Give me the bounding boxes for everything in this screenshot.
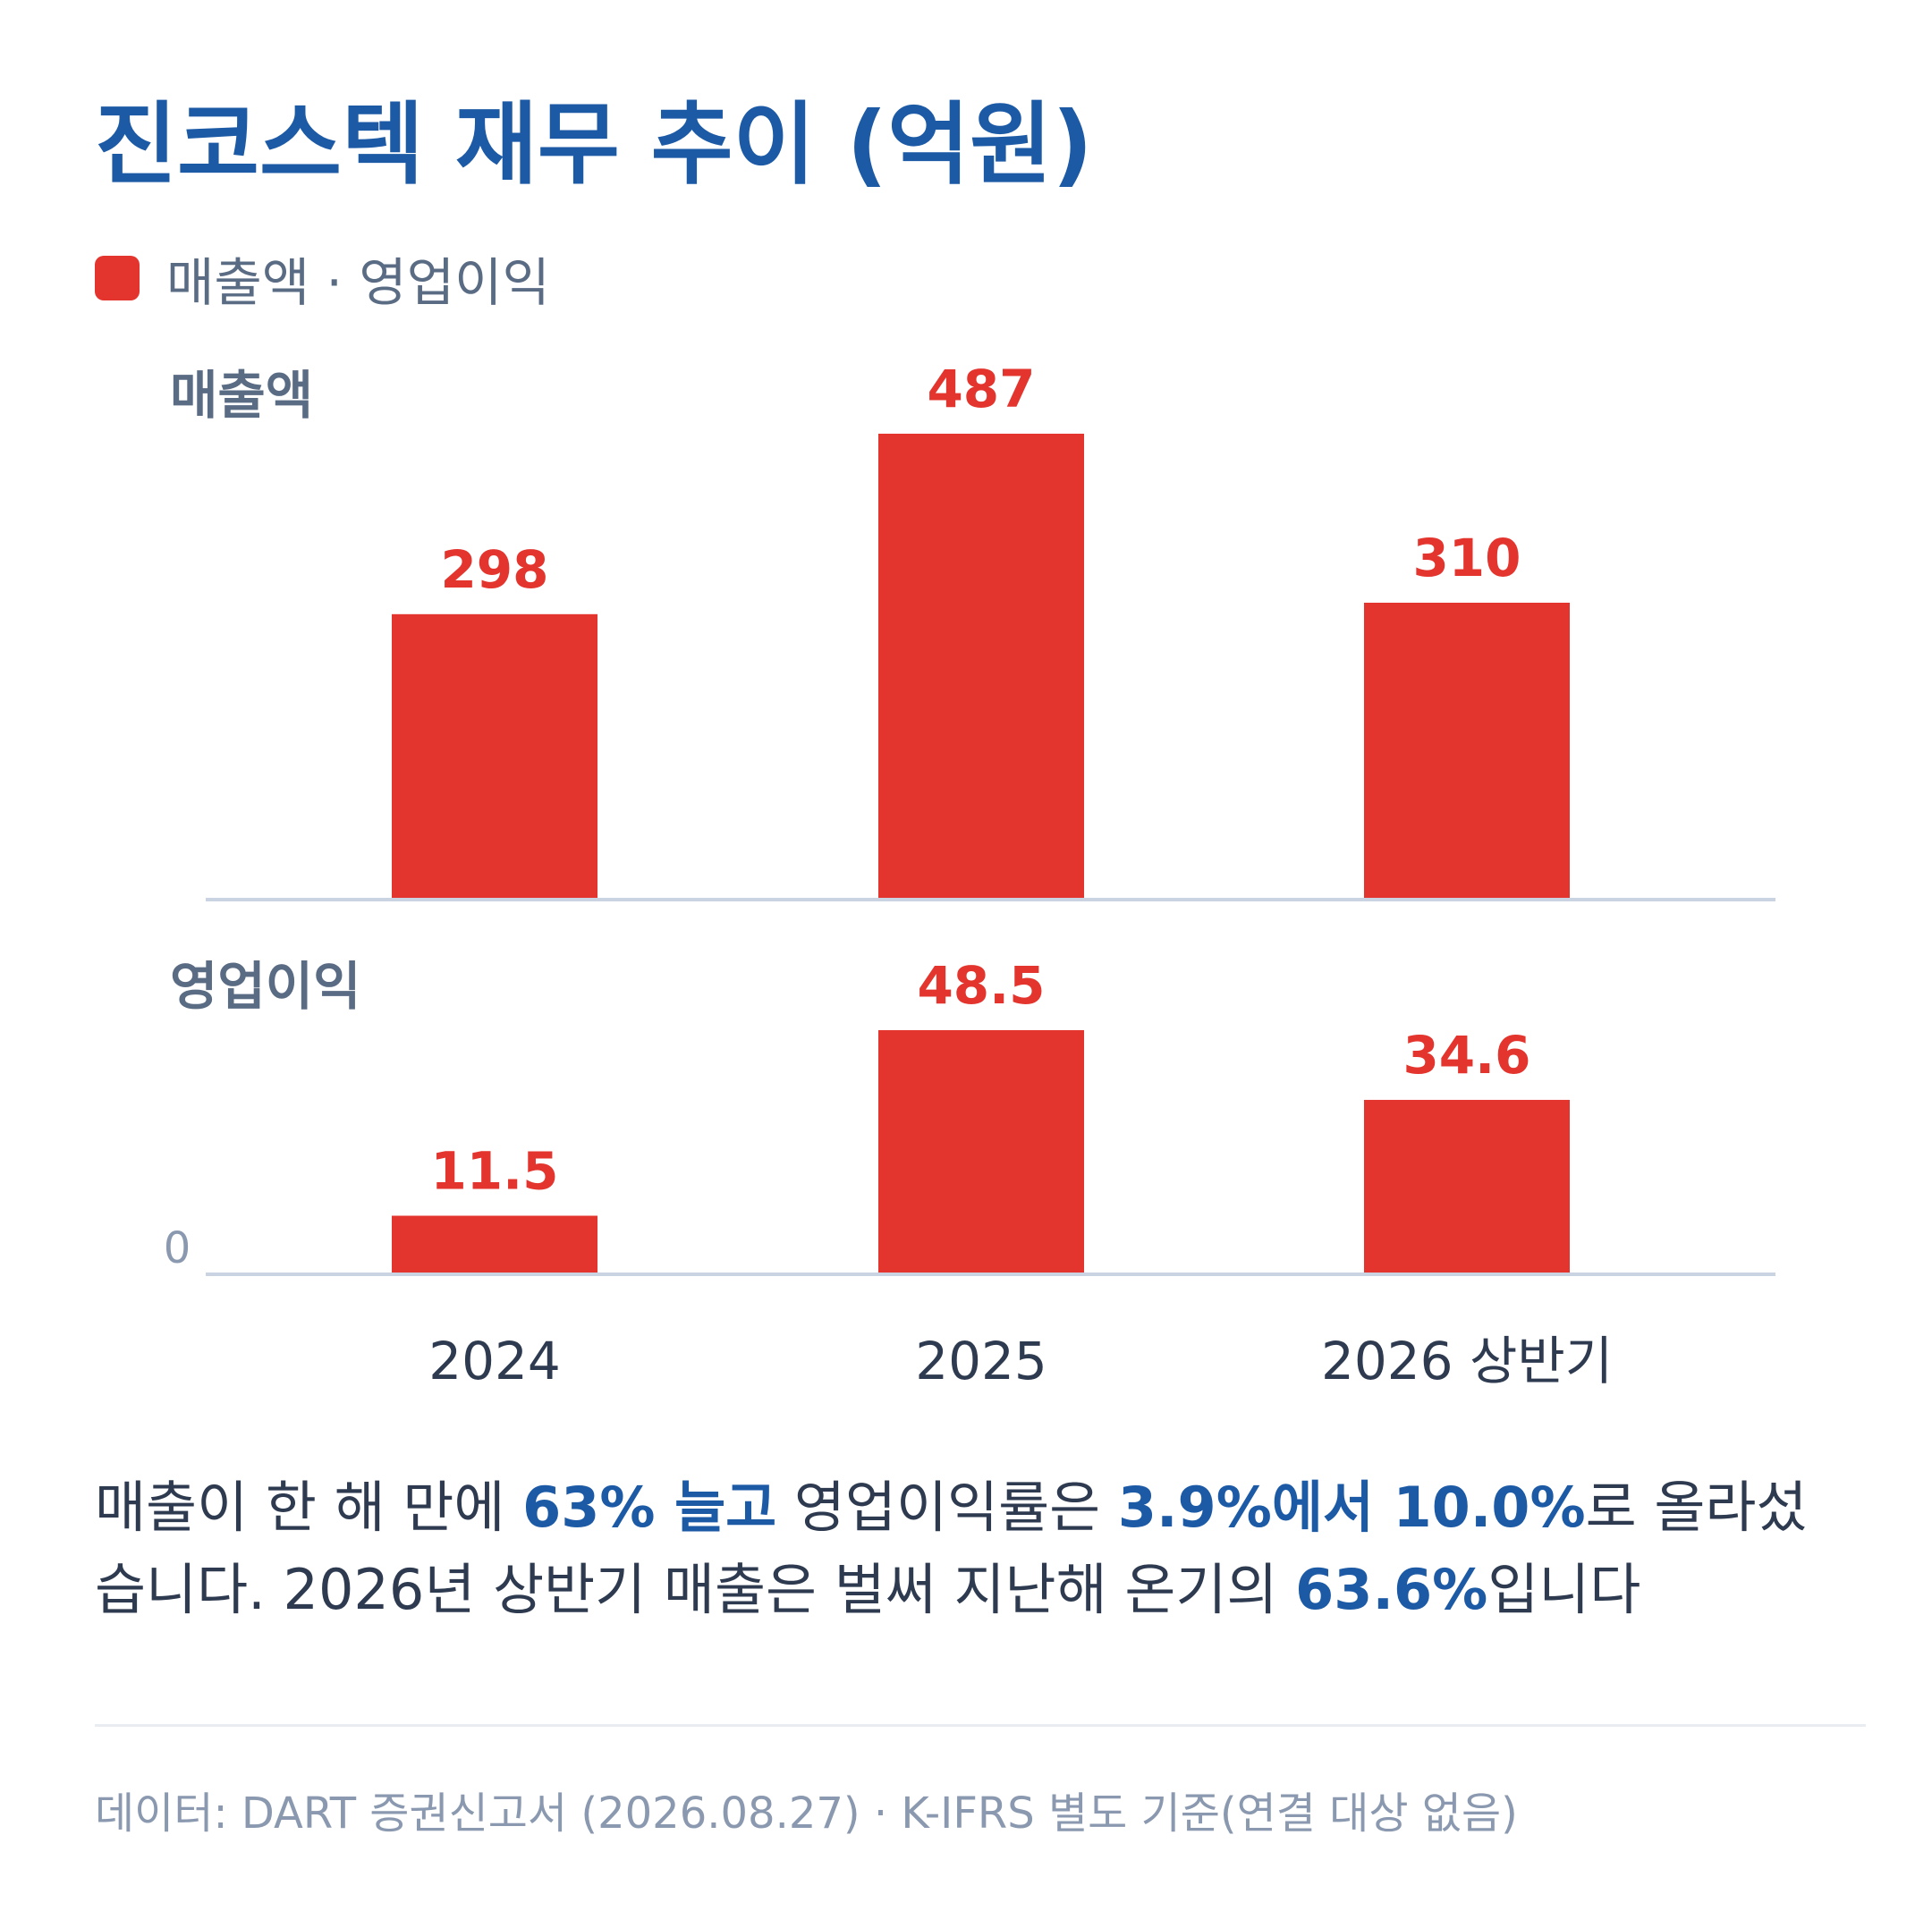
value-label-0-2: 310 <box>1412 528 1521 588</box>
value-label-1-0: 11.5 <box>430 1141 558 1202</box>
legend-swatch <box>95 256 140 300</box>
chart-title: 진코스텍 재무 추이 (억원) <box>95 92 1093 197</box>
bar-0-2 <box>1364 602 1570 899</box>
summary-text: 매출이 한 해 만에 63% 늘고 영업이익률은 3.9%에서 10.0%로 올… <box>95 1467 1866 1631</box>
x-tick-label-0: 2024 <box>428 1331 561 1391</box>
bar-0-0 <box>392 613 597 899</box>
summary-line-1-segment-3: 3.9%에서 10.0% <box>1117 1475 1586 1540</box>
summary-line-2-segment-1: 63.6% <box>1295 1557 1488 1622</box>
summary-line-1-segment-2: 영업이익률은 <box>776 1475 1118 1540</box>
value-label-1-1: 48.5 <box>917 955 1045 1016</box>
panel-label-0: 매출액 <box>170 365 313 426</box>
bar-chart: 매출액 298 487 310 영업이익 11.5 48.5 34.6 0 2024 2025 202… <box>164 359 1775 1391</box>
bar-1-2 <box>1364 1099 1570 1273</box>
bar-1-0 <box>392 1215 597 1273</box>
value-label-1-2: 34.6 <box>1402 1025 1530 1086</box>
summary-line-1: 매출이 한 해 만에 63% 늘고 영업이익률은 3.9%에서 10.0%로 올… <box>95 1467 1866 1549</box>
divider <box>95 1724 1866 1727</box>
bar-0-1 <box>878 434 1084 899</box>
legend: 매출액 · 영업이익 <box>95 247 550 313</box>
summary-line-1-segment-4: 로 올라섰 <box>1585 1475 1808 1540</box>
summary-line-2: 습니다. 2026년 상반기 매출은 벌써 지난해 온기의 63.6%입니다 <box>95 1549 1866 1631</box>
panel-label-1: 영업이익 <box>170 956 360 1017</box>
x-tick-label-2: 2026 상반기 <box>1321 1331 1613 1391</box>
bar-1-1 <box>878 1030 1084 1273</box>
value-label-0-0: 298 <box>440 539 548 600</box>
summary-line-2-segment-2: 입니다 <box>1487 1557 1641 1622</box>
summary-line-2-segment-0: 습니다. 2026년 상반기 매출은 벌써 지난해 온기의 <box>95 1557 1296 1622</box>
source-note: 데이터: DART 증권신고서 (2026.08.27) · K-IFRS 별도… <box>95 1788 1518 1839</box>
summary-line-1-segment-1: 63% 늘고 <box>522 1475 777 1540</box>
legend-label: 매출액 · 영업이익 <box>166 252 550 313</box>
zero-label: 0 <box>164 1223 191 1273</box>
value-label-0-1: 487 <box>927 359 1035 419</box>
x-tick-label-1: 2025 <box>915 1331 1047 1391</box>
summary-line-1-segment-0: 매출이 한 해 만에 <box>95 1475 523 1540</box>
